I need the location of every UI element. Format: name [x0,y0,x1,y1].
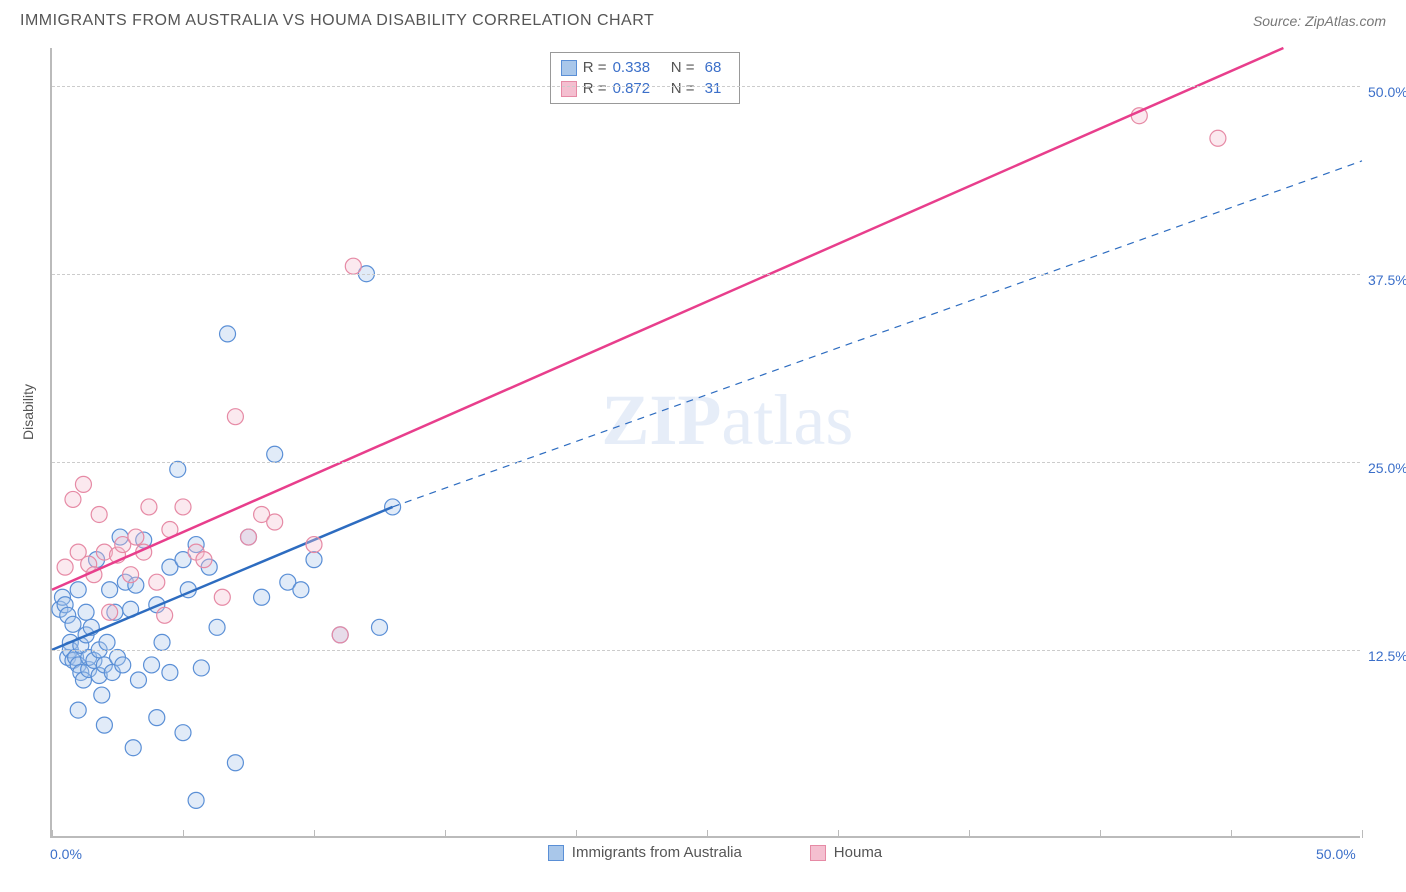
data-point [141,499,157,515]
legend-swatch [810,845,826,861]
data-point [91,506,107,522]
stat-n-value: 31 [701,80,729,97]
data-point [306,552,322,568]
data-point [157,607,173,623]
data-point [293,582,309,598]
data-point [193,660,209,676]
y-tick-label: 12.5% [1368,648,1406,664]
data-point [227,755,243,771]
legend-swatch [548,845,564,861]
legend-item: Immigrants from Australia [548,844,742,861]
data-point [115,657,131,673]
data-point [102,582,118,598]
data-point [267,446,283,462]
y-tick-label: 25.0% [1368,460,1406,476]
data-point [175,499,191,515]
x-tick [576,830,577,838]
x-tick [1231,830,1232,838]
data-point [94,687,110,703]
data-point [227,409,243,425]
data-point [123,567,139,583]
x-tick [52,830,53,838]
x-tick [969,830,970,838]
correlation-stats-box: R = 0.338 N = 68 R = 0.872 N = 31 [550,52,740,104]
stat-label: R = [583,80,607,97]
data-point [267,514,283,530]
data-point [65,616,81,632]
y-axis-label: Disability [20,384,36,440]
x-tick [1362,830,1363,838]
data-point [188,792,204,808]
data-point [209,619,225,635]
gridline [52,274,1360,275]
data-point [154,634,170,650]
stat-label: N = [667,59,695,76]
data-point [220,326,236,342]
data-point [96,717,112,733]
x-tick [314,830,315,838]
data-point [372,619,388,635]
data-point [102,604,118,620]
regression-line-extrapolated [393,161,1362,507]
stat-label: N = [667,80,695,97]
data-point [241,529,257,545]
legend-item: Houma [810,844,882,861]
source-attribution: Source: ZipAtlas.com [1253,13,1386,29]
stats-row: R = 0.872 N = 31 [561,78,729,99]
data-point [75,476,91,492]
x-tick [1100,830,1101,838]
stat-label: R = [583,59,607,76]
gridline [52,650,1360,651]
data-point [144,657,160,673]
x-tick [707,830,708,838]
data-point [306,537,322,553]
data-point [214,589,230,605]
series-swatch [561,60,577,76]
data-point [196,552,212,568]
data-point [128,529,144,545]
x-tick [838,830,839,838]
stat-r-value: 0.338 [613,59,661,76]
regression-line [52,48,1283,590]
x-tick-label: 0.0% [50,846,82,862]
data-point [175,725,191,741]
data-point [65,491,81,507]
x-tick [445,830,446,838]
x-tick [183,830,184,838]
legend-label: Immigrants from Australia [572,844,742,861]
gridline [52,462,1360,463]
data-point [125,740,141,756]
data-point [345,258,361,274]
data-point [149,710,165,726]
chart-plot-area: ZIPatlas R =0.338 N = 68R =0.872 N = 31 … [50,48,1360,838]
data-point [57,559,73,575]
data-point [254,589,270,605]
data-point [162,664,178,680]
y-tick-label: 50.0% [1368,84,1406,100]
stat-r-value: 0.872 [613,80,661,97]
series-swatch [561,81,577,97]
legend-label: Houma [834,844,882,861]
data-point [99,634,115,650]
data-point [170,461,186,477]
gridline [52,86,1360,87]
data-point [70,582,86,598]
y-tick-label: 37.5% [1368,272,1406,288]
stats-row: R = 0.338 N = 68 [561,57,729,78]
data-point [149,574,165,590]
stat-n-value: 68 [701,59,729,76]
scatter-svg [52,48,1362,838]
data-point [70,702,86,718]
data-point [130,672,146,688]
data-point [332,627,348,643]
data-point [1210,130,1226,146]
chart-title: IMMIGRANTS FROM AUSTRALIA VS HOUMA DISAB… [20,12,654,30]
data-point [78,604,94,620]
x-tick-label: 50.0% [1316,846,1356,862]
